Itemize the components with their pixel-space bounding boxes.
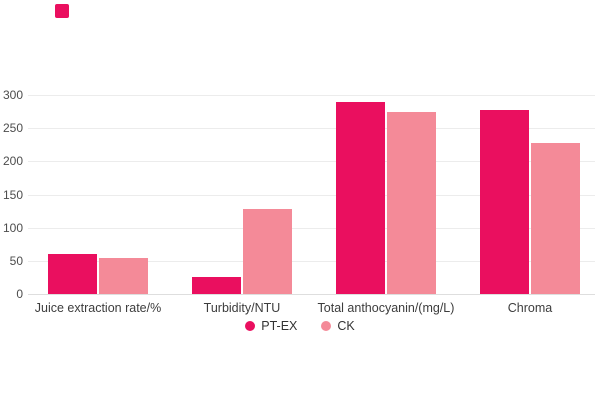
category-label: Total anthocyanin/(mg/L) — [317, 301, 455, 315]
gridline — [28, 161, 595, 163]
bars-layer — [48, 101, 580, 294]
y-tick-label: 100 — [2, 220, 23, 235]
category-label: Chroma — [507, 301, 553, 315]
bar-pt-ex-1 — [48, 254, 97, 294]
bar-pt-ex-2 — [192, 277, 241, 294]
bar-ck-4 — [531, 143, 580, 294]
legend-item-pt-ex[interactable]: PT-EX — [245, 319, 297, 333]
gridline — [28, 194, 595, 196]
legend-item-ck[interactable]: CK — [321, 319, 355, 333]
y-tick-label: 250 — [2, 121, 23, 136]
accent-square — [55, 4, 69, 18]
y-tick-label: 150 — [2, 187, 23, 202]
gridline — [28, 260, 595, 262]
bar-ck-3 — [387, 112, 436, 294]
bar-ck-2 — [243, 209, 292, 294]
x-axis-baseline — [28, 294, 595, 295]
legend-swatch-icon — [245, 321, 256, 331]
legend-label: PT-EX — [261, 319, 298, 333]
legend-swatch-icon — [321, 321, 332, 331]
bar-ck-1 — [99, 258, 148, 294]
gridline — [28, 227, 595, 229]
bar-pt-ex-3 — [336, 101, 385, 294]
y-tick-label: 50 — [9, 253, 23, 268]
gridline — [28, 95, 595, 96]
bar-pt-ex-4 — [480, 109, 529, 294]
gridline — [28, 128, 595, 130]
y-tick-label: 0 — [16, 287, 23, 301]
chart-legend: PT-EX CK — [0, 319, 600, 333]
y-tick-label: 300 — [2, 88, 23, 102]
category-label: Turbidity/NTU — [203, 301, 281, 315]
category-label: Juice extraction rate/% — [34, 301, 162, 315]
y-tick-label: 200 — [2, 154, 23, 169]
legend-label: CK — [337, 319, 355, 333]
